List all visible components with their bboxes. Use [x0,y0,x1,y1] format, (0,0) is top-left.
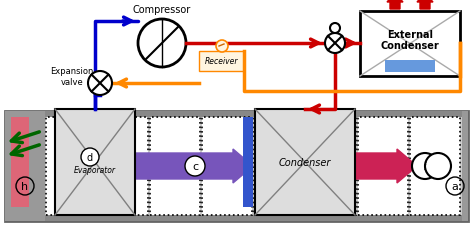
Bar [11,118,29,207]
Bar [55,109,135,215]
Bar [358,118,408,215]
Text: Evaporator: Evaporator [74,166,116,175]
FancyArrow shape [355,149,417,183]
Circle shape [138,20,186,68]
Circle shape [88,72,112,96]
Circle shape [185,156,205,176]
Bar [255,109,355,215]
Bar [385,61,435,73]
Bar [202,118,252,215]
Circle shape [325,34,345,54]
Bar [254,118,304,215]
Circle shape [425,153,451,179]
Bar [5,112,468,118]
FancyArrow shape [135,149,253,183]
Circle shape [81,148,99,166]
Bar [306,118,356,215]
Bar [462,112,468,221]
Bar [5,112,468,221]
Bar [46,118,96,215]
Bar [5,215,468,221]
Text: Condenser: Condenser [279,157,331,167]
Text: Receiver: Receiver [205,57,239,66]
Text: Compressor: Compressor [133,5,191,15]
Text: c: c [192,161,198,171]
FancyArrow shape [387,0,403,10]
FancyArrow shape [417,0,433,10]
Circle shape [412,153,438,179]
Text: i: i [424,161,427,171]
Bar [200,52,245,72]
Bar [5,112,45,221]
Bar [243,118,253,207]
Bar [150,118,200,215]
Text: d: d [87,152,93,162]
Bar [98,118,148,215]
Text: h: h [21,181,28,191]
Circle shape [216,41,228,53]
Text: Expansion
valve: Expansion valve [50,67,94,86]
Text: External
Condenser: External Condenser [381,30,439,51]
Bar [360,12,460,77]
Bar [410,118,460,215]
Text: a: a [452,181,458,191]
Circle shape [330,24,340,34]
